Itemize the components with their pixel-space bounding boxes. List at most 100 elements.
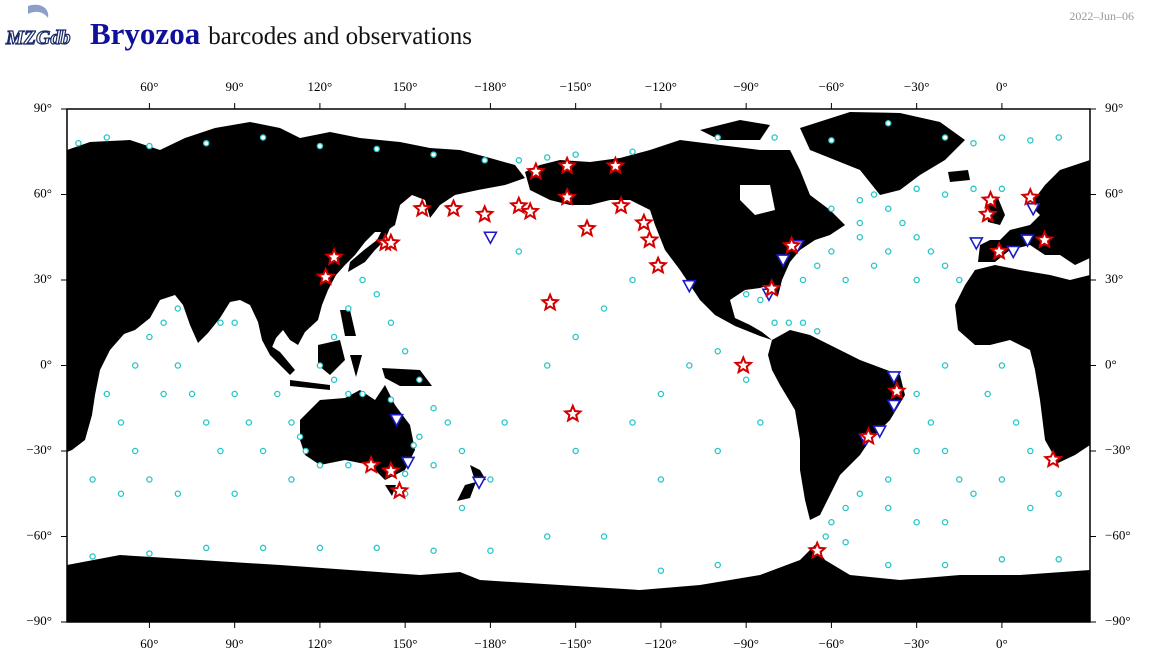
y-tick-label-right: −60° [1105, 527, 1131, 542]
observation-point [117, 419, 125, 426]
hudson-bay [740, 185, 775, 215]
observation-point [274, 390, 281, 398]
observation-point [629, 148, 636, 155]
observation-point [828, 205, 835, 212]
observation-point [117, 490, 125, 497]
observation-point [913, 447, 920, 455]
observation-point [89, 476, 96, 483]
observation-point [870, 262, 878, 269]
x-tick-label-top: −60° [819, 79, 845, 94]
observation-point [217, 319, 224, 326]
observation-point [927, 248, 935, 255]
y-tick-label-right: 30° [1105, 271, 1123, 286]
observation-point [913, 276, 920, 284]
observation-point [1055, 134, 1062, 141]
observation-point [757, 419, 764, 426]
observation-point [884, 205, 892, 212]
observation-point [316, 142, 324, 150]
triangle-point [1005, 245, 1021, 260]
barcode-star [980, 189, 1001, 209]
land [67, 112, 1090, 622]
observation-point [686, 362, 693, 369]
observation-point [913, 390, 920, 398]
observation-point [572, 151, 579, 158]
barcode-star [605, 155, 626, 175]
observation-point [941, 561, 949, 569]
x-tick-label-top: −90° [733, 79, 759, 94]
barcode-star [412, 198, 433, 218]
barcode-star [520, 200, 541, 221]
barcode-star [557, 186, 578, 206]
x-tick-label-top: −180° [474, 79, 506, 94]
japan [348, 224, 390, 272]
x-tick-label-top: 0° [996, 79, 1008, 94]
x-tick-label-bottom: −180° [474, 636, 506, 651]
y-tick-label-right: 90° [1105, 100, 1123, 115]
barcode-star [540, 292, 561, 312]
observation-point [515, 157, 523, 164]
observation-point [188, 390, 196, 398]
y-tick-label-left: 90° [34, 100, 52, 115]
observation-point [941, 262, 949, 269]
observation-point [259, 134, 267, 141]
sulawesi [350, 355, 362, 377]
triangle-point [400, 456, 416, 471]
markers [75, 120, 1064, 574]
observation-point [373, 145, 380, 153]
barcode-star [380, 232, 402, 252]
observation-point [742, 376, 750, 383]
observation-point [998, 476, 1006, 483]
observation-point [572, 447, 579, 455]
y-tick-label-left: −90° [26, 613, 52, 628]
x-tick-label-top: 150° [393, 79, 418, 94]
australia [300, 385, 415, 480]
barcode-star [639, 229, 660, 249]
x-tick-label-top: 90° [226, 79, 244, 94]
y-tick-label-right: 60° [1105, 185, 1123, 200]
borneo [318, 340, 345, 375]
observation-point [430, 404, 437, 412]
observation-point [345, 305, 352, 312]
eurasia [67, 122, 525, 452]
barcode-star [633, 212, 654, 232]
observation-point [856, 490, 864, 497]
observation-point [842, 504, 849, 512]
x-tick-label-top: 60° [140, 79, 158, 94]
triangle-point [471, 476, 487, 491]
x-tick-label-bottom: −120° [645, 636, 677, 651]
observation-point [345, 390, 352, 398]
observation-point [629, 419, 636, 426]
y-tick-label-left: −60° [26, 527, 52, 542]
observation-point [202, 419, 210, 426]
observation-point [146, 476, 153, 483]
y-tick-label-left: 30° [34, 271, 52, 286]
observation-point [316, 461, 324, 469]
observation-point [600, 533, 608, 540]
barcode-star [360, 454, 382, 474]
observation-point [941, 191, 949, 198]
observation-point [444, 419, 452, 426]
logo-text: MZGdb [5, 27, 70, 49]
x-tick-label-bottom: −150° [560, 636, 592, 651]
observation-point [828, 248, 835, 255]
observation-point [757, 296, 764, 304]
observation-point [174, 490, 182, 497]
triangle-point [775, 254, 791, 268]
logo: MZGdb [4, 4, 71, 50]
x-tick-label-bottom: 120° [308, 636, 333, 651]
triangle-point [886, 371, 902, 385]
barcode-star [886, 380, 907, 400]
barcode-star [611, 195, 632, 215]
observation-point [430, 461, 437, 469]
barcode-star [525, 161, 546, 181]
y-tick-label-left: 60° [34, 185, 52, 200]
observation-point [813, 262, 821, 269]
observation-point [146, 550, 153, 557]
observation-point [913, 233, 920, 241]
observation-point [913, 185, 920, 193]
logo-shape [28, 4, 49, 18]
triangle-point [886, 399, 902, 414]
observation-point [884, 476, 892, 483]
observation-point [884, 248, 892, 255]
